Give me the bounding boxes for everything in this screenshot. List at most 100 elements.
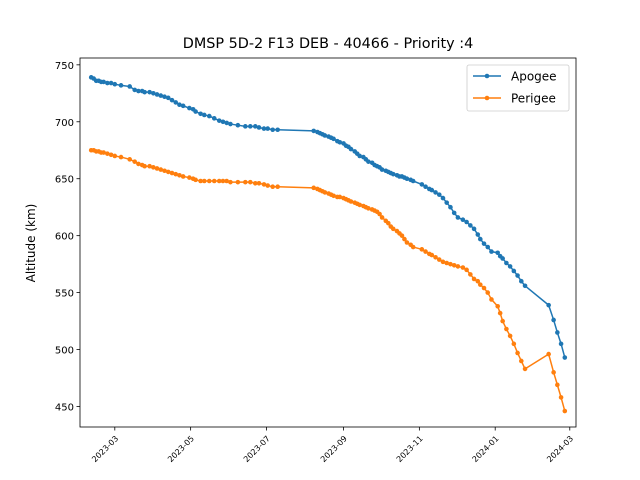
data-point-perigee [216,178,222,184]
y-axis-title: Altitude (km) [24,204,38,283]
data-point-perigee [311,185,317,191]
data-point-perigee [224,178,229,184]
data-point-apogee [101,79,106,85]
data-point-apogee [151,91,156,96]
data-point-apogee [507,264,513,269]
data-point-perigee [562,408,568,414]
data-point-perigee [440,259,446,265]
data-point-perigee [460,265,466,270]
data-point-perigee [475,278,481,284]
data-point-apogee [127,84,133,89]
data-point-apogee [198,111,203,117]
y-tick-label: 500 [55,346,74,357]
data-point-apogee [433,190,438,195]
data-point-perigee [379,215,385,220]
data-point-perigee [211,178,217,184]
legend-label-apogee: Apogee [511,70,557,84]
data-point-perigee [471,276,477,282]
data-point-perigee [261,182,267,187]
data-point-perigee [357,202,363,208]
data-point-perigee [235,179,241,185]
data-point-apogee [379,167,385,172]
data-point-perigee [322,190,328,195]
data-point-perigee [485,290,491,295]
y-tick-label: 700 [55,118,74,129]
data-point-perigee [497,310,503,316]
y-tick-label: 600 [55,232,74,243]
data-point-apogee [551,317,556,323]
data-point-apogee [390,171,396,177]
data-point-perigee [423,249,428,254]
data-point-perigee [448,261,453,267]
data-point-perigee [402,236,407,242]
data-point-perigee [419,247,425,252]
data-point-apogee [162,94,167,100]
data-point-apogee [132,87,137,93]
data-point-apogee [495,250,500,256]
data-point-apogee [440,195,446,201]
data-point-apogee [177,102,182,107]
data-point-perigee [399,233,405,238]
data-point-apogee [118,83,124,88]
data-point-perigee [410,244,416,250]
data-point-apogee [147,89,152,95]
data-point-perigee [377,211,382,217]
data-point-apogee [270,127,275,133]
data-point-perigee [404,240,410,245]
data-point-perigee [243,179,248,185]
data-point-perigee [118,154,124,160]
data-point-perigee [252,180,258,186]
data-point-apogee [193,109,198,114]
data-point-apogee [436,192,442,197]
data-point-apogee [423,184,428,189]
data-point-apogee [504,260,509,266]
data-point-perigee [173,171,179,177]
data-point-perigee [433,255,438,260]
data-point-perigee [515,350,520,356]
y-axis: 450 500 550 600 650 700 750 [55,61,80,414]
data-point-perigee [162,168,167,174]
data-point-perigee [348,199,354,204]
chart-title: DMSP 5D-2 F13 DEB - 40466 - Priority :4 [183,36,474,52]
data-point-apogee [464,219,469,225]
data-point-perigee [187,175,192,180]
data-point-apogee [515,273,520,278]
data-point-perigee [265,183,271,188]
data-point-apogee [142,89,147,95]
data-point-perigee [101,150,106,155]
legend: Apogee Perigee [466,64,570,112]
data-point-apogee [206,113,212,119]
data-point-perigee [154,166,160,171]
data-point-perigee [228,179,233,185]
data-point-apogee [173,100,179,105]
data-point-perigee [522,366,528,372]
data-point-perigee [177,173,182,178]
data-point-apogee [235,122,241,128]
data-point-perigee [331,193,336,199]
data-point-perigee [551,370,556,375]
data-point-apogee [337,139,343,145]
data-point-apogee [511,268,517,274]
data-point-perigee [206,178,212,184]
data-point-perigee [132,159,137,164]
data-point-apogee [555,330,560,335]
data-point-perigee [507,333,513,339]
data-point-perigee [464,267,469,273]
data-point-perigee [555,382,560,388]
data-point-apogee [468,223,473,228]
data-point-perigee [558,395,564,400]
data-point-apogee [180,103,186,109]
data-point-perigee [504,326,509,332]
data-point-perigee [256,180,262,186]
data-point-perigee [270,184,275,189]
data-point-apogee [460,217,466,223]
data-point-apogee [331,136,336,142]
data-point-perigee [455,264,461,269]
data-point-perigee [136,161,141,167]
data-point-apogee [220,119,226,125]
data-point-perigee [165,169,171,175]
data-point-apogee [275,127,280,133]
legend-label-perigee: Perigee [511,92,556,106]
data-point-apogee [451,210,457,216]
